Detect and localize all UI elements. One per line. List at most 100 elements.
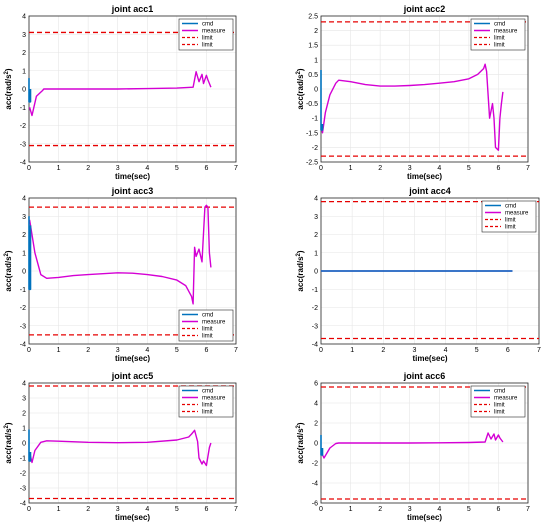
y-axis-label-end: ): [296, 68, 305, 71]
y-tick-label: -4: [20, 342, 26, 349]
subplot-6: 0 1 2 3 4 5 6 7 -6 -4 -2 0 2 4 6 joint acc6 time(sec) acc…: [296, 371, 530, 522]
x-axis-label: time(sec): [115, 172, 150, 181]
y-tick-label: 2: [22, 50, 26, 57]
y-tick-label: 0: [314, 441, 318, 448]
y-axis-label: acc(rad/s2): [4, 68, 13, 109]
x-tick-label: 7: [526, 165, 530, 172]
series-line-cmd: [28, 78, 32, 103]
x-tick-label: 2: [86, 347, 90, 354]
x-tick-label: 3: [412, 347, 416, 354]
y-tick-label: -2: [20, 123, 26, 130]
x-tick-label: 7: [234, 347, 238, 354]
y-tick-label: 0: [22, 441, 26, 448]
y-tick-label: 4: [314, 196, 318, 203]
subplot-3: 0 1 2 3 4 5 6 7 -4 -3 -2 -1 0 1 2 3 4 joint acc3 time(sec)…: [4, 186, 238, 363]
x-tick-label: 3: [116, 165, 120, 172]
y-tick-label: 0: [314, 87, 318, 94]
y-tick-label: 2: [314, 421, 318, 428]
plot-title: joint acc3: [111, 186, 154, 196]
subplot-2: 0 1 2 3 4 5 6 7 -2.5 -2 -1.5 -1 -0.5 0 0.5 1 1.5 2 2.5 join…: [296, 4, 530, 181]
x-tick-label: 3: [408, 165, 412, 172]
y-tick-label: -3: [312, 323, 318, 330]
x-axis-label: time(sec): [407, 513, 442, 522]
y-tick-label: -1: [20, 105, 26, 112]
series-line-measure: [320, 63, 504, 152]
series-line-measure: [320, 432, 504, 459]
legend-label: limit: [202, 43, 213, 49]
y-axis-label-end: ): [296, 250, 305, 253]
y-tick-label: -1: [20, 287, 26, 294]
x-tick-label: 4: [437, 165, 441, 172]
y-axis-label-main: acc(rad/s: [4, 428, 13, 464]
y-axis-label-sup: 2: [296, 252, 302, 256]
legend-label: limit: [202, 327, 213, 333]
y-tick-label: 0.5: [308, 72, 318, 79]
x-tick-label: 4: [145, 347, 149, 354]
y-tick-label: -2: [312, 461, 318, 468]
x-tick-label: 3: [116, 347, 120, 354]
legend-label: limit: [202, 403, 213, 409]
y-tick-label: -1: [20, 456, 26, 463]
y-tick-label: -4: [20, 160, 26, 167]
y-tick-label: 1: [22, 250, 26, 257]
x-tick-label: 0: [27, 347, 31, 354]
x-axis-label: time(sec): [115, 354, 150, 363]
x-tick-label: 5: [175, 165, 179, 172]
x-tick-label: 1: [57, 506, 61, 513]
legend-label: cmd: [494, 389, 505, 395]
y-tick-label: -2.5: [306, 160, 318, 167]
y-axis-label-sup: 2: [4, 252, 10, 256]
x-tick-label: 1: [349, 165, 353, 172]
y-tick-label: 2: [314, 28, 318, 35]
y-tick-label: 1: [22, 426, 26, 433]
x-tick-label: 5: [475, 347, 479, 354]
y-tick-label: -2: [20, 305, 26, 312]
x-tick-label: 1: [350, 347, 354, 354]
y-axis-label-sup: 2: [296, 70, 302, 74]
y-axis-label-sup: 2: [4, 424, 10, 428]
y-tick-label: -1: [312, 116, 318, 123]
y-axis-label-sup: 2: [4, 70, 10, 74]
y-axis-label: acc(rad/s2): [296, 68, 305, 109]
x-tick-label: 4: [145, 165, 149, 172]
x-tick-label: 2: [378, 165, 382, 172]
y-axis-label-end: ): [296, 422, 305, 425]
y-tick-label: 3: [22, 32, 26, 39]
x-tick-label: 6: [204, 165, 208, 172]
y-tick-label: -6: [312, 501, 318, 508]
y-tick-label: 4: [314, 401, 318, 408]
series-line-measure: [28, 70, 212, 117]
legend-label: limit: [494, 403, 505, 409]
y-tick-label: -4: [20, 501, 26, 508]
legend-label: limit: [505, 218, 516, 224]
y-tick-label: 0: [314, 269, 318, 276]
x-tick-label: 0: [27, 506, 31, 513]
legend-label: cmd: [202, 313, 213, 319]
plot-title: joint acc4: [408, 186, 451, 196]
y-tick-label: -1.5: [306, 130, 318, 137]
x-tick-label: 3: [116, 506, 120, 513]
y-tick-label: -4: [312, 342, 318, 349]
y-tick-label: 4: [22, 14, 26, 21]
y-tick-label: -4: [312, 481, 318, 488]
legend-label: cmd: [494, 22, 505, 28]
x-tick-label: 6: [506, 347, 510, 354]
legend-label: measure: [494, 396, 518, 402]
subplot-5: 0 1 2 3 4 5 6 7 -4 -3 -2 -1 0 1 2 3 4 joint acc5 time(sec)…: [4, 371, 238, 522]
x-tick-label: 3: [408, 506, 412, 513]
y-tick-label: -2: [312, 305, 318, 312]
legend-label: limit: [494, 43, 505, 49]
y-tick-label: -3: [20, 323, 26, 330]
x-axis-label: time(sec): [407, 172, 442, 181]
y-tick-label: 1: [22, 68, 26, 75]
y-axis-label-main: acc(rad/s: [4, 74, 13, 110]
legend-label: measure: [505, 211, 529, 217]
y-axis-label: acc(rad/s2): [4, 422, 13, 463]
y-tick-label: 3: [314, 214, 318, 221]
x-axis-label: time(sec): [115, 513, 150, 522]
y-axis-label: acc(rad/s2): [296, 422, 305, 463]
